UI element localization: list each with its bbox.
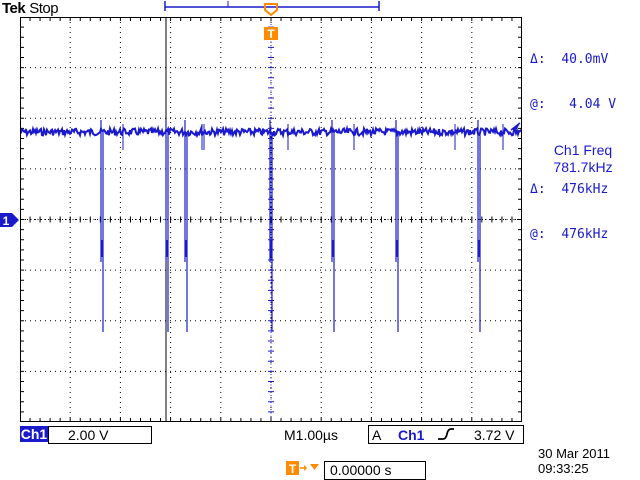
at-label: @: bbox=[530, 97, 546, 112]
acquisition-status: Stop bbox=[29, 0, 59, 17]
horizontal-scale[interactable]: M1.00µs bbox=[284, 427, 338, 443]
delta-icon: Δ: bbox=[530, 52, 546, 67]
measurement-readout: Ch1 Freq 781.7kHz bbox=[528, 142, 638, 176]
voltage-delta-row: Δ: 40.0mV bbox=[530, 52, 616, 67]
delta-icon: Δ: bbox=[530, 182, 546, 197]
trigger-readout-box[interactable] bbox=[368, 425, 524, 444]
timebase-prefix: M bbox=[284, 427, 296, 443]
brand-status: Tek Stop bbox=[2, 0, 59, 17]
brand-logo: Tek bbox=[2, 0, 26, 17]
timebase-value: 1.00µs bbox=[295, 427, 338, 443]
freq-at-row: @: 476kHz bbox=[530, 227, 616, 242]
trigger-icon-letter: T bbox=[289, 462, 297, 476]
ch1-scale-value: 2.00 V bbox=[68, 427, 109, 443]
trigger-level: 3.72 V bbox=[474, 427, 515, 443]
time: 09:33:25 bbox=[538, 461, 589, 476]
ch1-marker-number: 1 bbox=[3, 214, 10, 228]
ch1-scale-box[interactable] bbox=[48, 426, 152, 444]
trigger-position-marker[interactable]: T bbox=[262, 0, 280, 40]
waveform-display[interactable] bbox=[20, 17, 522, 422]
trigger-marker-letter: T bbox=[267, 27, 275, 40]
measurement-value: 781.7kHz bbox=[553, 159, 613, 175]
measurement-label: Ch1 Freq bbox=[553, 142, 613, 158]
ch1-waveform bbox=[20, 120, 522, 332]
freq-delta-row: Δ: 476kHz bbox=[530, 182, 616, 197]
trigger-position-value: 0.00000 s bbox=[330, 462, 392, 478]
cursor-readout: Δ: 40.0mV @: 4.04 V Δ: 476kHz @: 476kHz bbox=[530, 22, 616, 257]
graticule bbox=[20, 17, 522, 422]
rising-edge-icon bbox=[438, 428, 454, 440]
record-position-bar[interactable] bbox=[164, 0, 380, 12]
at-label: @: bbox=[530, 227, 546, 242]
freq-delta-value: 476kHz bbox=[561, 182, 609, 197]
display-border bbox=[20, 17, 522, 422]
voltage-delta-value: 40.0mV bbox=[561, 52, 609, 67]
freq-at-value: 476kHz bbox=[561, 227, 609, 242]
date: 30 Mar 2011 bbox=[538, 446, 611, 461]
trigger-mode: A bbox=[372, 427, 382, 443]
ch1-ground-marker[interactable]: 1 bbox=[0, 212, 20, 228]
trigger-level-arrow-icon[interactable] bbox=[510, 120, 522, 132]
voltage-at-row: @: 4.04 V bbox=[530, 97, 616, 112]
voltage-at-value: 4.04 V bbox=[569, 97, 617, 112]
trigger-position-icon: T bbox=[286, 461, 319, 476]
trigger-source: Ch1 bbox=[398, 427, 425, 443]
ch1-label[interactable]: Ch1 bbox=[20, 426, 48, 442]
